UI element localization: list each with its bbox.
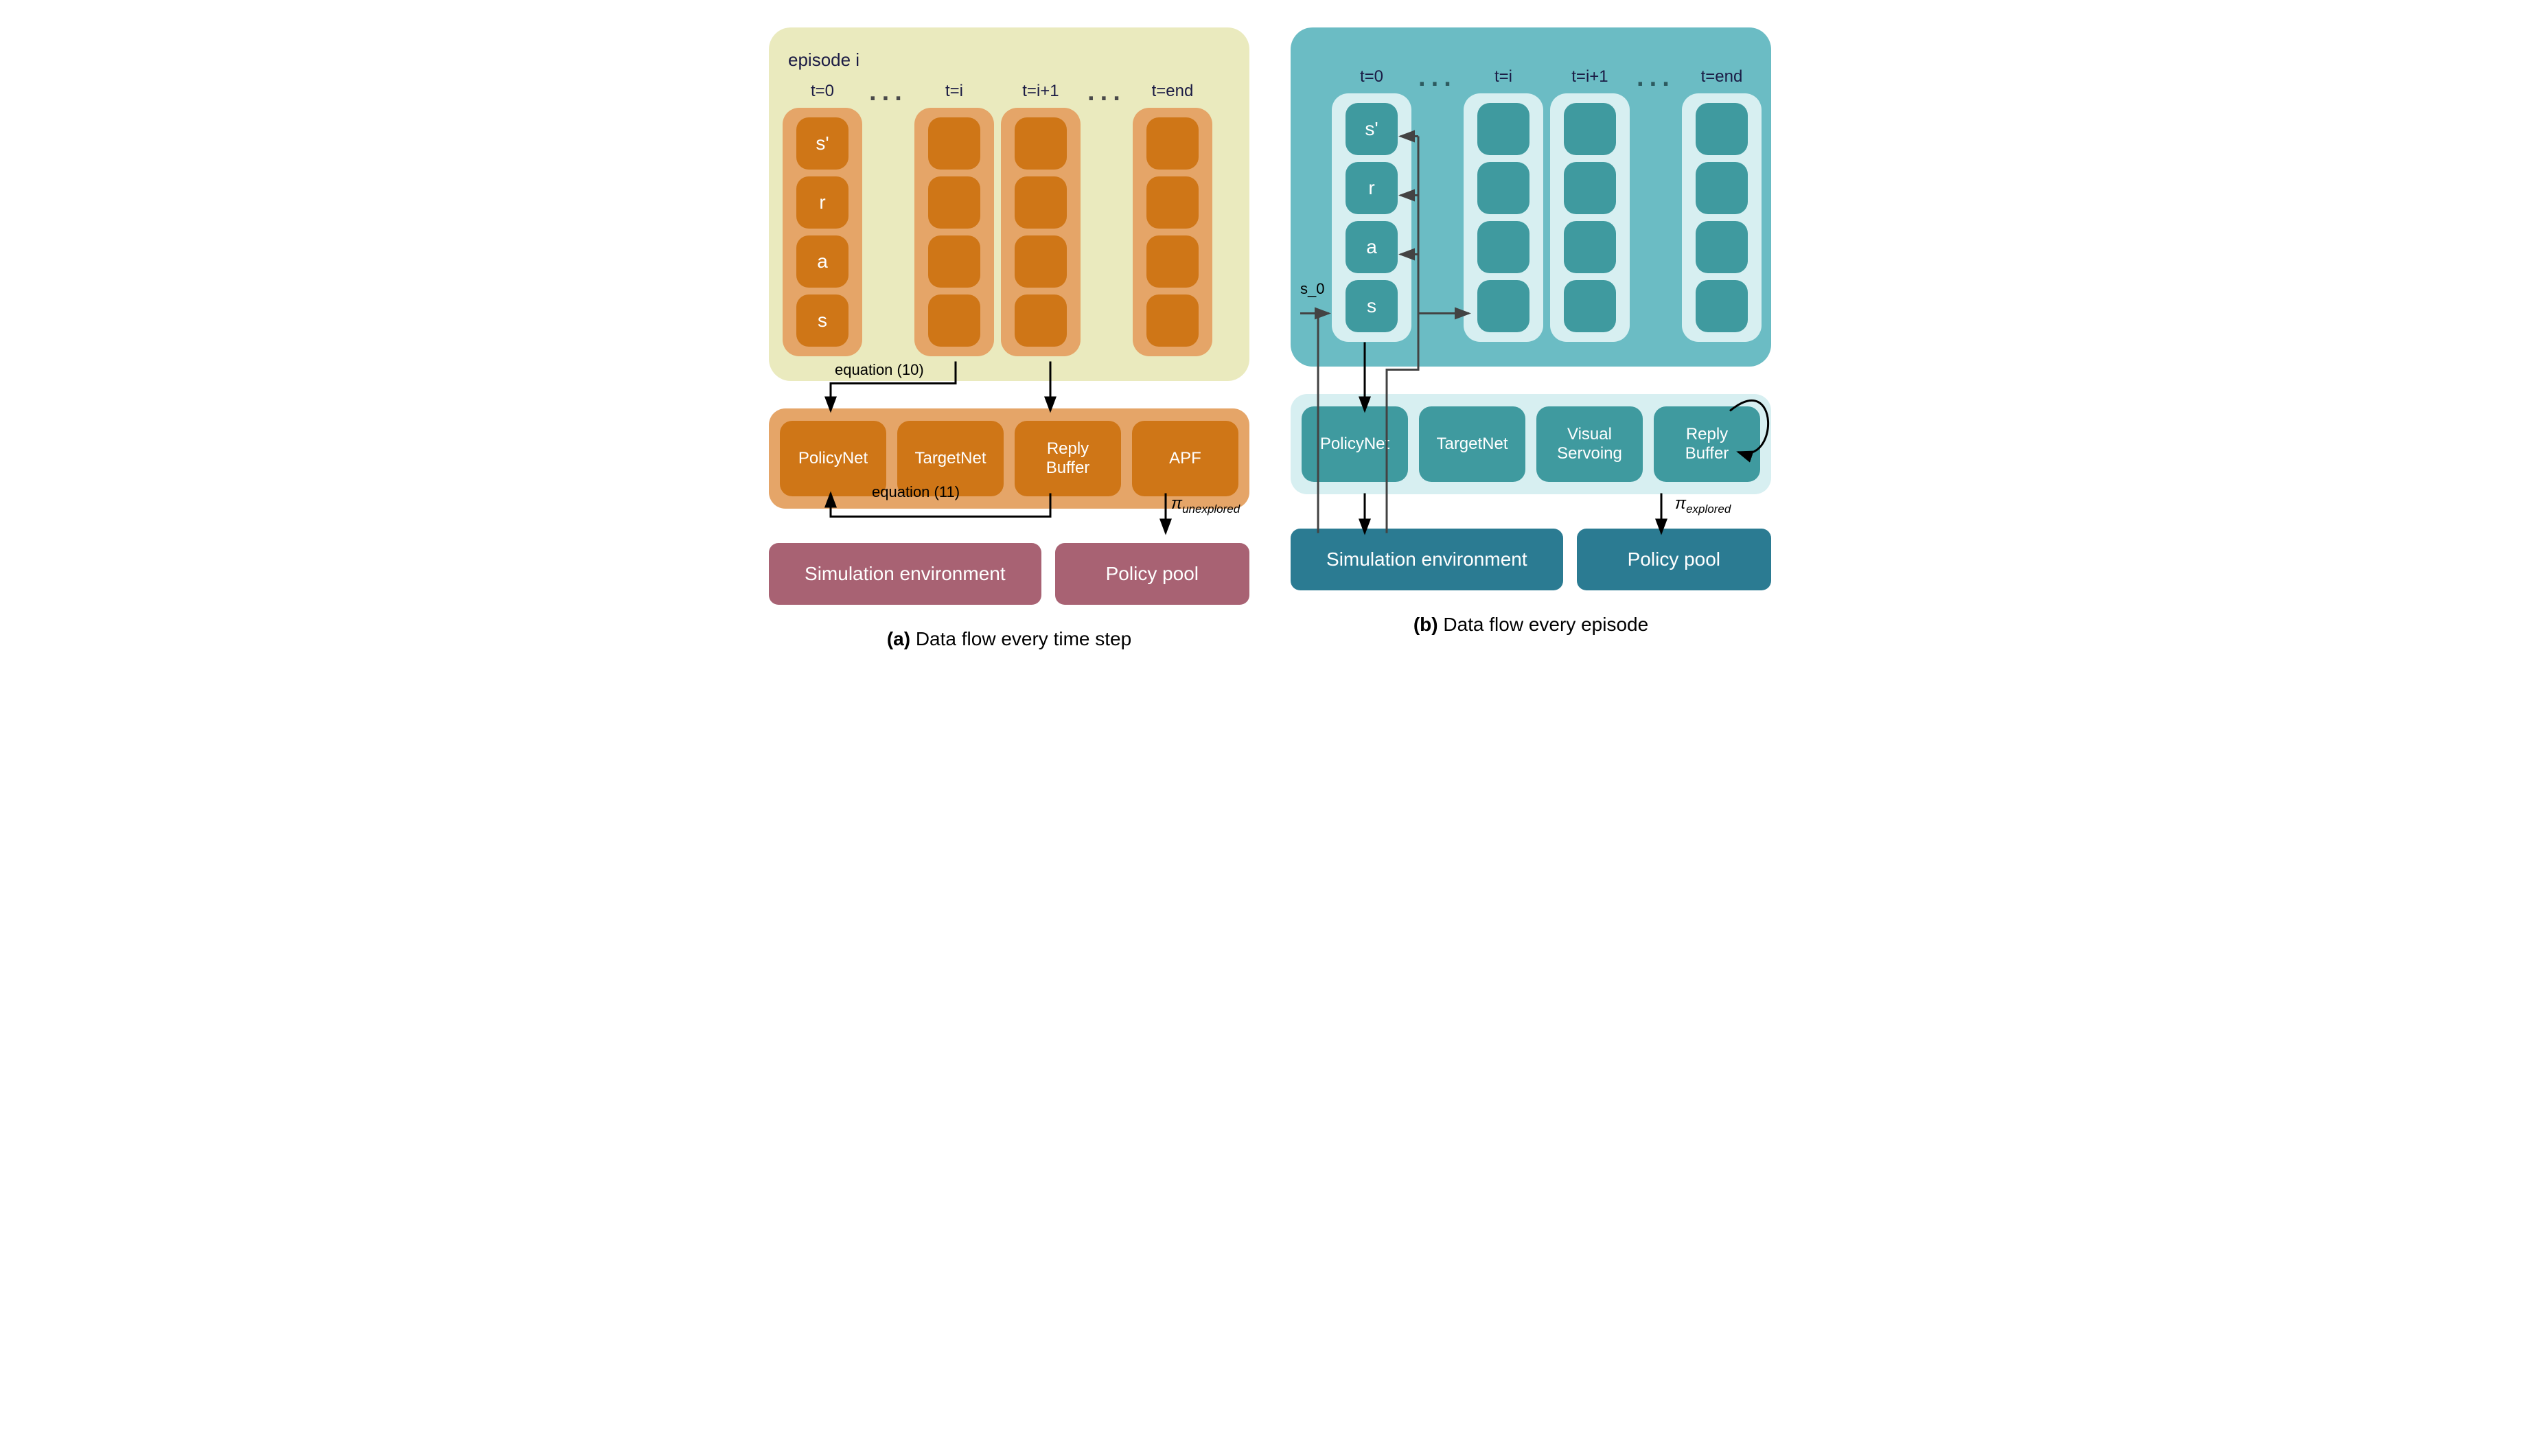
pi-symbol: π	[1675, 494, 1686, 513]
dots: ···	[1418, 70, 1457, 100]
cell	[1146, 176, 1199, 229]
cell	[1564, 162, 1616, 214]
cell	[1696, 162, 1748, 214]
time-label: t=0	[811, 82, 834, 101]
cell-r: r	[796, 176, 848, 229]
time-label: t=end	[1701, 67, 1743, 86]
column	[1464, 93, 1543, 342]
col-ti-a: t=i	[914, 82, 994, 356]
cell	[928, 294, 980, 347]
apf-box: APF	[1132, 421, 1238, 496]
replybuffer-box-b: Reply Buffer	[1654, 406, 1760, 482]
cell	[928, 176, 980, 229]
col-ti1-a: t=i+1	[1001, 82, 1081, 356]
dots: ···	[1087, 84, 1126, 114]
pi-unexplored-label: πunexplored	[1171, 494, 1240, 516]
pi-explored-label: πexplored	[1675, 494, 1731, 516]
column	[1133, 108, 1212, 356]
column: s' r a s	[783, 108, 862, 356]
cell	[1696, 103, 1748, 155]
dots: ···	[869, 84, 908, 114]
cell	[1015, 294, 1067, 347]
cell-s-prime: s'	[1346, 103, 1398, 155]
bottom-row-b: Simulation environment Policy pool	[1291, 529, 1771, 590]
column	[1550, 93, 1630, 342]
time-label: t=i	[1494, 67, 1512, 86]
diagram-container: episode i t=0 s' r a s ··· t=i	[27, 27, 2513, 650]
episode-box-b: t=0 s' r a s ··· t=i	[1291, 27, 1771, 367]
cell-a: a	[796, 235, 848, 288]
panel-b: t=0 s' r a s ··· t=i	[1291, 27, 1771, 650]
bottom-row-a: Simulation environment Policy pool	[769, 543, 1249, 605]
eq10-label: equation (10)	[835, 361, 924, 379]
episode-title-a: episode i	[788, 49, 1236, 71]
cell	[1564, 103, 1616, 155]
time-label: t=end	[1152, 82, 1194, 101]
cell	[1015, 176, 1067, 229]
cell	[1477, 221, 1529, 273]
col-t0-b: t=0 s' r a s	[1332, 67, 1411, 342]
column: s' r a s	[1332, 93, 1411, 342]
time-label: t=i+1	[1571, 67, 1608, 86]
pi-symbol: π	[1171, 494, 1182, 513]
sim-env-box-b: Simulation environment	[1291, 529, 1563, 590]
pi-sub: explored	[1686, 502, 1731, 516]
replybuffer-box: Reply Buffer	[1015, 421, 1121, 496]
eq11-label: equation (11)	[872, 483, 960, 501]
cell-r: r	[1346, 162, 1398, 214]
cell	[1477, 103, 1529, 155]
policy-pool-box-b: Policy pool	[1577, 529, 1771, 590]
targetnet-box-b: TargetNet	[1419, 406, 1525, 482]
col-ti1-b: t=i+1	[1550, 67, 1630, 342]
col-t0-a: t=0 s' r a s	[783, 82, 862, 356]
pi-sub: unexplored	[1182, 502, 1240, 516]
caption-bold: (b)	[1413, 614, 1438, 635]
caption-a: (a) Data flow every time step	[769, 628, 1249, 650]
episode-box-a: episode i t=0 s' r a s ··· t=i	[769, 27, 1249, 381]
cell	[928, 117, 980, 170]
time-label: t=0	[1360, 67, 1383, 86]
policy-pool-box-a: Policy pool	[1055, 543, 1249, 605]
caption-bold: (a)	[887, 628, 910, 649]
column	[1001, 108, 1081, 356]
columns-row-b: t=0 s' r a s ··· t=i	[1304, 67, 1757, 342]
caption-text: Data flow every episode	[1438, 614, 1649, 635]
cell	[1696, 280, 1748, 332]
time-label: t=i+1	[1022, 82, 1059, 101]
policynet-box-b: PolicyNet	[1302, 406, 1408, 482]
cell	[1146, 235, 1199, 288]
visual-servoing-box: Visual Servoing	[1536, 406, 1643, 482]
dots: ···	[1637, 70, 1675, 100]
column	[1682, 93, 1762, 342]
cell	[1015, 235, 1067, 288]
cell	[928, 235, 980, 288]
cell-s: s	[1346, 280, 1398, 332]
policynet-box: PolicyNet	[780, 421, 886, 496]
cell	[1564, 280, 1616, 332]
cell	[1146, 294, 1199, 347]
cell	[1015, 117, 1067, 170]
sim-env-box-a: Simulation environment	[769, 543, 1041, 605]
caption-b: (b) Data flow every episode	[1291, 614, 1771, 636]
s0-label: s_0	[1300, 280, 1324, 298]
panel-a: episode i t=0 s' r a s ··· t=i	[769, 27, 1249, 650]
net-row-b: PolicyNet TargetNet Visual Servoing Repl…	[1291, 394, 1771, 494]
cell	[1696, 221, 1748, 273]
col-tend-b: t=end	[1682, 67, 1762, 342]
caption-text: Data flow every time step	[910, 628, 1131, 649]
cell-s-prime: s'	[796, 117, 848, 170]
col-tend-a: t=end	[1133, 82, 1212, 356]
col-ti-b: t=i	[1464, 67, 1543, 342]
cell	[1564, 221, 1616, 273]
columns-row-a: t=0 s' r a s ··· t=i	[783, 82, 1236, 356]
cell-s: s	[796, 294, 848, 347]
cell	[1477, 280, 1529, 332]
cell	[1477, 162, 1529, 214]
time-label: t=i	[945, 82, 963, 101]
cell	[1146, 117, 1199, 170]
cell-a: a	[1346, 221, 1398, 273]
column	[914, 108, 994, 356]
